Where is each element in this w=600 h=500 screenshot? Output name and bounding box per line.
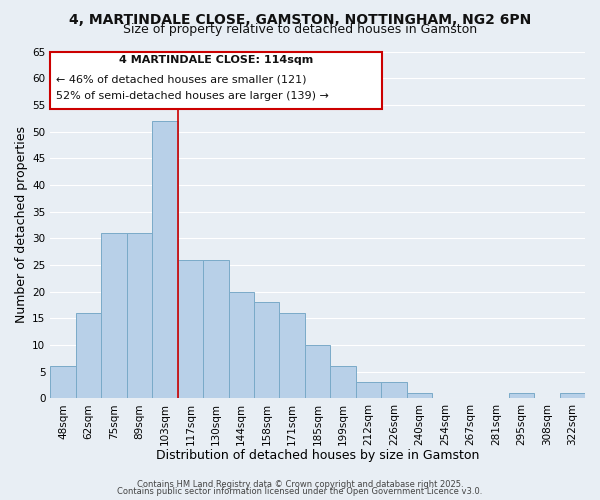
Bar [560, 393, 585, 398]
X-axis label: Distribution of detached houses by size in Gamston: Distribution of detached houses by size … [156, 450, 479, 462]
Bar [407, 393, 432, 398]
Text: 4 MARTINDALE CLOSE: 114sqm: 4 MARTINDALE CLOSE: 114sqm [119, 55, 313, 65]
Bar [254, 302, 280, 398]
Bar [381, 382, 407, 398]
FancyBboxPatch shape [50, 52, 382, 108]
Bar [127, 233, 152, 398]
Bar [50, 366, 76, 398]
Bar [76, 313, 101, 398]
Bar [203, 260, 229, 398]
Text: Size of property relative to detached houses in Gamston: Size of property relative to detached ho… [123, 22, 477, 36]
Bar [331, 366, 356, 398]
Bar [178, 260, 203, 398]
Text: 52% of semi-detached houses are larger (139) →: 52% of semi-detached houses are larger (… [56, 92, 329, 102]
Bar [305, 345, 331, 399]
Bar [152, 121, 178, 398]
Bar [229, 292, 254, 399]
Bar [356, 382, 381, 398]
Bar [509, 393, 534, 398]
Text: ← 46% of detached houses are smaller (121): ← 46% of detached houses are smaller (12… [56, 74, 306, 84]
Bar [101, 233, 127, 398]
Y-axis label: Number of detached properties: Number of detached properties [15, 126, 28, 324]
Text: 4, MARTINDALE CLOSE, GAMSTON, NOTTINGHAM, NG2 6PN: 4, MARTINDALE CLOSE, GAMSTON, NOTTINGHAM… [69, 12, 531, 26]
Text: Contains HM Land Registry data © Crown copyright and database right 2025.: Contains HM Land Registry data © Crown c… [137, 480, 463, 489]
Bar [280, 313, 305, 398]
Text: Contains public sector information licensed under the Open Government Licence v3: Contains public sector information licen… [118, 487, 482, 496]
